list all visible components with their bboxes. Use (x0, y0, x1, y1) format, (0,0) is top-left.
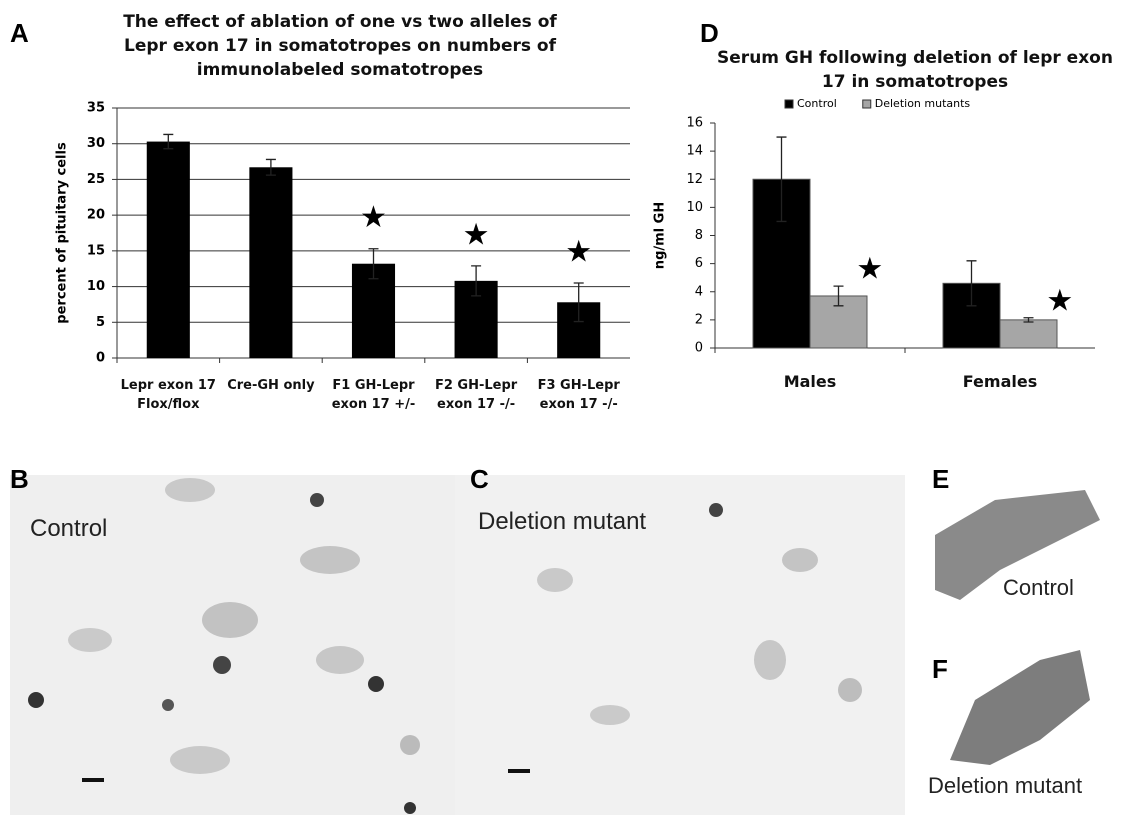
cell (300, 546, 360, 574)
cell (400, 735, 420, 755)
labeled-cell (310, 493, 324, 507)
y-tick-label: 6 (695, 256, 703, 271)
error-bar (573, 282, 584, 323)
x-tick-label: F2 GH-Lepr exon 17 -/- (434, 378, 518, 412)
significance-star: ★ (463, 217, 490, 252)
x-tick-label: F1 GH-Lepr exon 17 +/- (331, 378, 416, 412)
pituitary-section-f (950, 650, 1090, 765)
caption: Deletion mutant (478, 508, 647, 535)
y-tick-label: 20 (87, 208, 105, 223)
legend-swatch (862, 99, 872, 109)
bar (146, 141, 190, 358)
cell (316, 646, 364, 674)
cell (838, 678, 862, 702)
error-bar (163, 133, 174, 150)
y-tick-label: 5 (96, 315, 105, 330)
bar (999, 319, 1058, 349)
panel-letter: A (10, 18, 29, 48)
panel-letter: B (10, 464, 29, 494)
cell (590, 705, 630, 725)
cell (754, 640, 786, 680)
caption: Deletion mutant (928, 773, 1083, 798)
y-tick-label: 25 (87, 172, 105, 187)
legend-swatch (784, 99, 794, 109)
y-tick-label: 0 (96, 351, 105, 366)
y-axis-label: percent of pituitary cells (55, 142, 70, 324)
cell (537, 568, 573, 592)
error-bar (776, 136, 787, 223)
error-bar (833, 285, 844, 307)
y-tick-label: 0 (695, 341, 703, 356)
error-bar (265, 158, 276, 176)
error-bar (966, 260, 977, 307)
caption: Control (1003, 575, 1074, 600)
labeled-cell (368, 676, 384, 692)
x-tick-label: Females (962, 372, 1038, 391)
labeled-cell (709, 503, 723, 517)
x-tick-label: Cre-GH only (227, 378, 315, 393)
scale-bar (508, 769, 530, 773)
x-tick-label: Males (783, 372, 837, 391)
micrograph-b (10, 475, 455, 815)
labeled-cell (213, 656, 231, 674)
x-tick-label: Lepr exon 17 Flox/flox (120, 378, 216, 412)
error-bar (1023, 317, 1034, 323)
cell (165, 478, 215, 502)
y-tick-label: 4 (695, 284, 703, 299)
legend-label: Control (797, 97, 837, 110)
significance-star: ★ (360, 200, 387, 235)
panel-letter: E (932, 464, 950, 494)
cell (170, 746, 230, 774)
y-tick-label: 12 (686, 172, 703, 187)
scale-bar (82, 778, 104, 782)
chart-title: The effect of ablation of one vs two all… (123, 12, 557, 80)
caption: Control (30, 515, 108, 542)
y-tick-label: 30 (87, 136, 105, 151)
significance-star: ★ (856, 252, 883, 287)
labeled-cell (28, 692, 44, 708)
pituitary-section-e (935, 490, 1100, 600)
y-tick-label: 14 (686, 144, 703, 159)
micrograph-bg (455, 475, 905, 815)
chart-title: Serum GH following deletion of lepr exon… (717, 48, 1113, 92)
micrograph-c (455, 475, 905, 815)
significance-star: ★ (1046, 283, 1073, 318)
bar (351, 263, 396, 358)
error-bar (368, 248, 379, 280)
y-tick-label: 16 (686, 116, 703, 131)
y-tick-label: 10 (87, 279, 105, 294)
y-tick-label: 35 (87, 101, 105, 116)
y-tick-label: 10 (686, 200, 703, 215)
y-tick-label: 2 (695, 312, 703, 327)
panel-letter: D (700, 18, 719, 48)
y-tick-label: 15 (87, 243, 105, 258)
labeled-cell (162, 699, 174, 711)
y-tick-label: 8 (695, 228, 703, 243)
y-axis-label: ng/ml GH (653, 202, 668, 269)
cell (68, 628, 112, 652)
cell (782, 548, 818, 572)
significance-star: ★ (565, 235, 592, 270)
panel-letter: C (470, 464, 489, 494)
cell (202, 602, 258, 638)
legend-label: Deletion mutants (875, 97, 971, 110)
bar (249, 167, 293, 358)
panel-letter: F (932, 654, 948, 684)
x-tick-label: F3 GH-Lepr exon 17 -/- (537, 378, 620, 412)
labeled-cell (404, 802, 416, 814)
error-bar (471, 265, 482, 297)
